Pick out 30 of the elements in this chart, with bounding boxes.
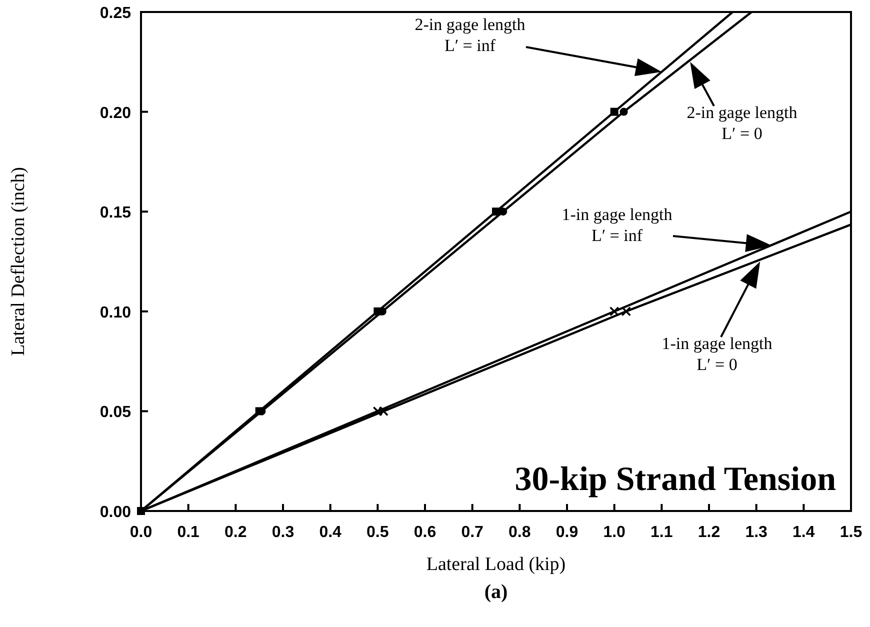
y-tick-label: 0.25 [100, 5, 132, 22]
x-tick-label: 1.0 [603, 524, 626, 541]
annotation: 1-in gage length L′ = 0 [662, 334, 773, 374]
x-tick-label: 0.3 [272, 524, 294, 541]
text: (a) [484, 581, 508, 603]
x-tick-label: 0.0 [130, 524, 152, 541]
x-tick-label: 0.5 [366, 524, 389, 541]
x-tick-label: 1.1 [650, 524, 673, 541]
annotation: 1-in gage length L′ = inf [562, 205, 673, 245]
x-tick-label: 1.3 [745, 524, 768, 541]
x-tick-label: 1.5 [840, 524, 862, 541]
x-tick-label: 0.6 [414, 524, 436, 541]
y-tick-label: 0.00 [100, 504, 132, 521]
x-tick-label: 0.4 [319, 524, 342, 541]
x-tick-label: 0.1 [177, 524, 200, 541]
x-tick-label: 0.2 [224, 524, 247, 541]
text: 30-kip Strand Tension [514, 461, 836, 498]
y-axis-title: Lateral Deflection (inch) [8, 167, 29, 356]
annotation: 2-in gage length L′ = 0 [686, 103, 798, 143]
y-tick-label: 0.20 [100, 104, 132, 122]
y-tick-label: 0.15 [100, 204, 132, 222]
x-axis-title: Lateral Load (kip) [426, 554, 566, 575]
x-tick-label: 0.8 [508, 524, 531, 541]
annotation: 2-in gage length L′ = inf [414, 15, 526, 55]
y-tick-label: 0.05 [100, 404, 132, 422]
x-tick-label: 1.4 [792, 524, 815, 541]
y-tick-label: 0.10 [100, 304, 132, 322]
x-tick-label: 0.7 [461, 524, 484, 541]
x-tick-label: 0.9 [556, 524, 578, 541]
x-tick-label: 1.2 [698, 524, 720, 541]
